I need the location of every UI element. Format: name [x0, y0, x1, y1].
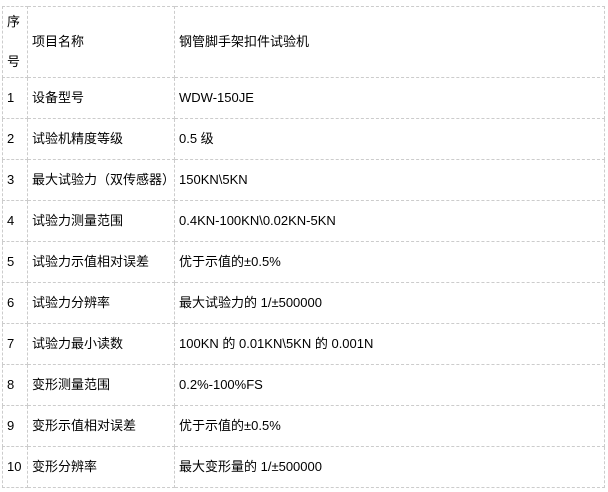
cell-item-name-text: 变形分辨率 — [32, 459, 98, 475]
cell-item-name: 设备型号 — [27, 77, 175, 119]
cell-item-name-text: 变形示值相对误差 — [32, 418, 137, 434]
cell-index: 9 — [2, 405, 28, 447]
equipment-spec-table: 序 号 项目名称 钢管脚手架扣件试验机 1 设备型号 WDW-150JE 2 试验机精度… — [2, 6, 605, 488]
table-row: 4 试验力测量范围 0.4KN-100KN\0.02KN-5KN — [2, 200, 605, 242]
cell-item-value: 最大试验力的 1/±500000 — [174, 282, 605, 324]
table-row: 1 设备型号 WDW-150JE — [2, 77, 605, 119]
cell-index: 3 — [2, 159, 28, 201]
cell-index: 8 — [2, 364, 28, 406]
table-header: 序 号 项目名称 钢管脚手架扣件试验机 — [2, 6, 605, 78]
spec-table-container: 序 号 项目名称 钢管脚手架扣件试验机 1 设备型号 WDW-150JE 2 试验机精度… — [2, 6, 605, 488]
cell-item-value: 优于示值的±0.5% — [174, 241, 605, 283]
cell-item-value: 100KN 的 0.01KN\5KN 的 0.001N — [174, 323, 605, 365]
cell-item-value: 最大变形量的 1/±500000 — [174, 446, 605, 488]
cell-item-name-text: 变形测量范围 — [32, 377, 111, 393]
table-row: 5 试验力示值相对误差 优于示值的±0.5% — [2, 241, 605, 283]
table-row: 7 试验力最小读数 100KN 的 0.01KN\5KN 的 0.001N — [2, 323, 605, 365]
cell-index: 7 — [2, 323, 28, 365]
cell-item-name-text: 试验力测量范围 — [32, 213, 124, 229]
table-body: 1 设备型号 WDW-150JE 2 试验机精度等级 0.5 级 3 最大试验力（双传感器） 1… — [2, 77, 605, 488]
column-header-value: 钢管脚手架扣件试验机 — [174, 6, 605, 78]
cell-index: 10 — [2, 446, 28, 488]
column-header-index-line-2: 号 — [7, 53, 21, 69]
cell-item-value: 150KN\5KN — [174, 159, 605, 201]
cell-item-name: 变形测量范围 — [27, 364, 175, 406]
cell-index: 2 — [2, 118, 28, 160]
cell-item-name: 变形分辨率 — [27, 446, 175, 488]
cell-item-value: 0.2%-100%FS — [174, 364, 605, 406]
column-header-index: 序 号 — [2, 6, 28, 78]
column-header-name: 项目名称 — [27, 6, 175, 78]
cell-index: 4 — [2, 200, 28, 242]
cell-item-value: WDW-150JE — [174, 77, 605, 119]
cell-item-value: 优于示值的±0.5% — [174, 405, 605, 447]
cell-item-name-text: 设备型号 — [32, 90, 85, 106]
table-row: 8 变形测量范围 0.2%-100%FS — [2, 364, 605, 406]
cell-item-name-text: 试验力分辨率 — [32, 295, 111, 311]
cell-index: 5 — [2, 241, 28, 283]
cell-item-name: 试验力最小读数 — [27, 323, 175, 365]
cell-item-value: 0.5 级 — [174, 118, 605, 160]
table-row: 6 试验力分辨率 最大试验力的 1/±500000 — [2, 282, 605, 324]
table-header-row: 序 号 项目名称 钢管脚手架扣件试验机 — [2, 6, 605, 78]
cell-item-name-text: 试验机精度等级 — [32, 131, 124, 147]
cell-item-name-text: 最大试验力（双传感器） — [32, 172, 176, 188]
cell-item-name: 试验力测量范围 — [27, 200, 175, 242]
cell-item-name-text: 试验力最小读数 — [32, 336, 124, 352]
cell-index: 1 — [2, 77, 28, 119]
cell-item-name: 试验力分辨率 — [27, 282, 175, 324]
column-header-index-line-1: 序 — [7, 14, 21, 29]
cell-item-name: 试验力示值相对误差 — [27, 241, 175, 283]
table-row: 9 变形示值相对误差 优于示值的±0.5% — [2, 405, 605, 447]
cell-item-name: 变形示值相对误差 — [27, 405, 175, 447]
table-row: 2 试验机精度等级 0.5 级 — [2, 118, 605, 160]
cell-item-value: 0.4KN-100KN\0.02KN-5KN — [174, 200, 605, 242]
cell-item-name: 试验机精度等级 — [27, 118, 175, 160]
cell-index: 6 — [2, 282, 28, 324]
table-row: 3 最大试验力（双传感器） 150KN\5KN — [2, 159, 605, 201]
cell-item-name: 最大试验力（双传感器） — [27, 159, 176, 201]
cell-item-name-text: 试验力示值相对误差 — [32, 254, 150, 270]
table-row: 10 变形分辨率 最大变形量的 1/±500000 — [2, 446, 605, 488]
